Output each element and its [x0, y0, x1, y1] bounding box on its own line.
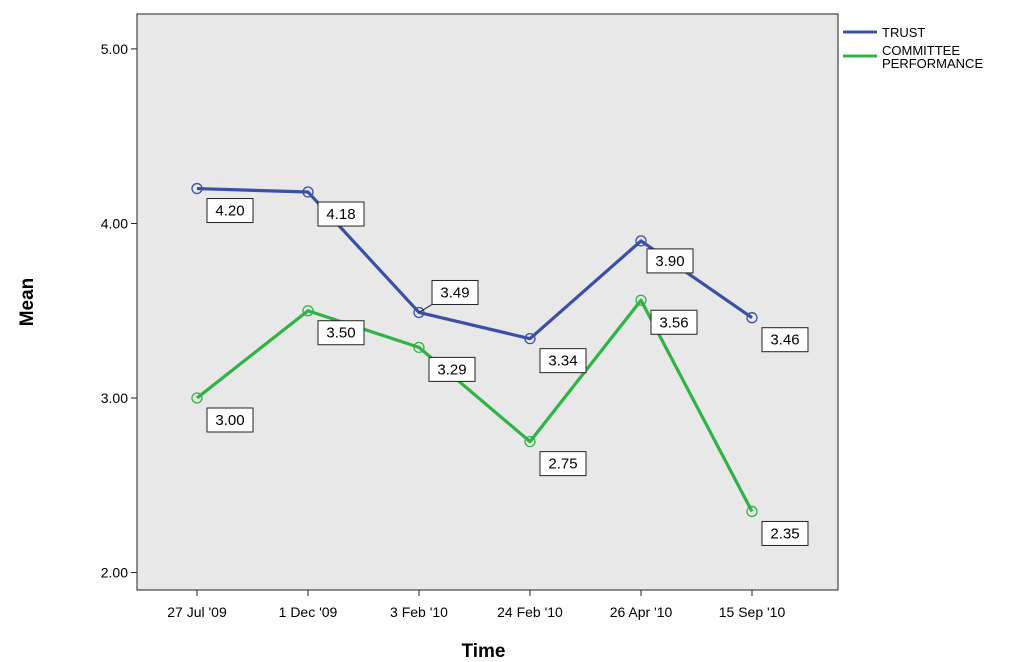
data-label: 3.34 — [539, 348, 587, 374]
x-axis: 27 Jul '09 1 Dec '09 3 Feb '10 24 Feb '10 26… — [167, 590, 785, 620]
data-label-text: 4.20 — [215, 203, 244, 220]
data-label-box — [761, 327, 809, 353]
data-label-box — [650, 309, 698, 335]
data-label-box — [646, 248, 694, 274]
y-tick-label: 4.00 — [101, 215, 128, 231]
data-point — [635, 294, 647, 306]
data-label-box — [317, 320, 365, 346]
data-label-box — [206, 198, 254, 224]
data-label-text: 2.35 — [770, 525, 799, 542]
data-label-text: 3.00 — [215, 412, 244, 429]
legend-item: COMMITTEE PERFORMANCE — [843, 43, 983, 71]
data-point — [302, 305, 314, 317]
data-label: 3.90 — [646, 248, 694, 274]
y-axis: 2.00 3.00 4.00 5.00 — [101, 41, 137, 581]
data-label: 2.75 — [539, 451, 587, 477]
data-label-box — [317, 201, 365, 227]
data-label-box — [431, 279, 479, 305]
data-label-text: 3.34 — [548, 353, 577, 370]
legend-label: TRUST — [882, 25, 925, 40]
y-axis-title: Mean — [17, 278, 38, 327]
x-tick-label: 3 Feb '10 — [390, 604, 448, 620]
x-tick-label: 24 Feb '10 — [497, 604, 563, 620]
legend-label: COMMITTEE PERFORMANCE — [882, 43, 983, 71]
data-label-box — [761, 520, 809, 546]
data-label: 2.35 — [761, 520, 809, 546]
legend: TRUST COMMITTEE PERFORMANCE — [843, 25, 983, 71]
data-label: 3.29 — [428, 356, 476, 382]
data-label: 3.46 — [761, 327, 809, 353]
data-label-text: 3.46 — [770, 332, 799, 349]
x-axis-title: Time — [461, 641, 505, 662]
legend-label-line: PERFORMANCE — [882, 56, 983, 71]
data-label-text: 3.49 — [440, 284, 469, 301]
x-tick-label: 1 Dec '09 — [279, 604, 338, 620]
data-point — [302, 186, 314, 198]
x-tick-label: 27 Jul '09 — [167, 604, 227, 620]
data-point — [746, 312, 758, 324]
data-label-text: 3.90 — [655, 253, 684, 270]
label-leader — [418, 304, 433, 313]
data-label: 4.20 — [206, 198, 254, 224]
data-point — [746, 505, 758, 518]
series-line — [196, 298, 754, 513]
data-label-text: 3.56 — [659, 314, 688, 331]
data-point — [524, 333, 536, 345]
data-label-box — [539, 348, 587, 374]
data-point — [191, 182, 203, 195]
series-1 — [191, 294, 758, 518]
data-point — [413, 306, 425, 319]
data-label-box — [428, 356, 476, 382]
legend-label-line: COMMITTEE — [882, 43, 960, 58]
data-label: 3.49 — [418, 279, 479, 313]
data-point — [191, 392, 203, 404]
data-label-box — [206, 407, 254, 433]
legend-label-line: TRUST — [882, 25, 925, 40]
x-tick-label: 26 Apr '10 — [610, 604, 673, 620]
data-labels: 4.20 4.18 3.49 3.34 3.90 3.46 3.00 3.50 3.29 2.75… — [206, 198, 809, 546]
data-label: 3.56 — [650, 309, 698, 335]
data-label: 3.00 — [206, 407, 254, 433]
data-label-box — [539, 451, 587, 477]
data-point — [635, 235, 647, 247]
data-label-text: 2.75 — [548, 456, 577, 473]
data-point — [524, 435, 536, 448]
y-tick-label: 5.00 — [101, 41, 128, 57]
data-label-text: 3.50 — [326, 325, 355, 342]
x-tick-label: 15 Sep '10 — [719, 604, 786, 620]
plot-area — [136, 13, 839, 591]
data-label-text: 3.29 — [437, 361, 466, 378]
legend-item: TRUST — [843, 25, 925, 40]
y-tick-label: 2.00 — [101, 565, 128, 581]
y-tick-label: 3.00 — [101, 390, 128, 406]
data-label-text: 4.18 — [326, 206, 355, 223]
data-label: 3.50 — [317, 320, 365, 346]
data-label: 4.18 — [317, 201, 365, 227]
data-point — [413, 341, 425, 354]
